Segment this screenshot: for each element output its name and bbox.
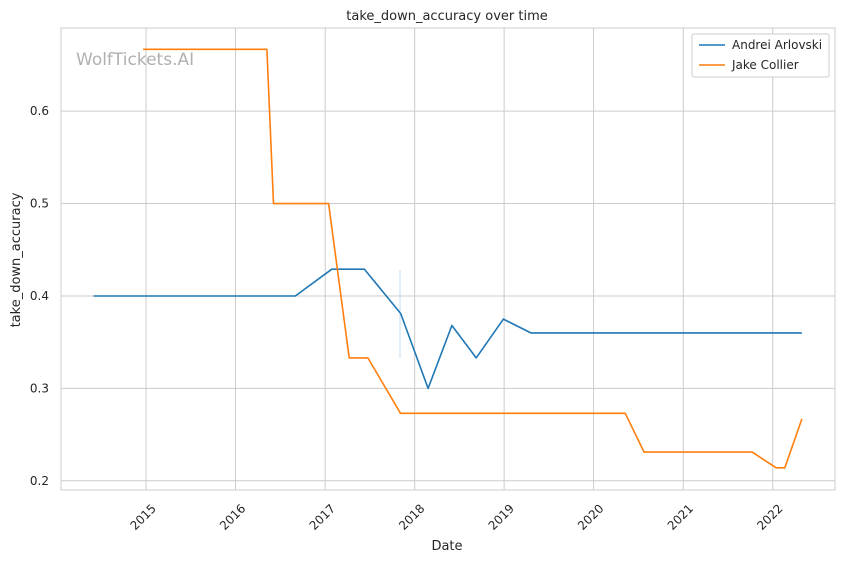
y-axis-label: take_down_accuracy — [9, 192, 24, 327]
watermark: WolfTickets.AI — [76, 50, 194, 70]
y-tick-label: 0.6 — [30, 104, 49, 118]
y-tick-label: 0.3 — [30, 381, 49, 395]
y-tick-label: 0.2 — [30, 474, 49, 488]
legend-label-andrei-arlovski: Andrei Arlovski — [732, 38, 822, 52]
y-tick-label: 0.5 — [30, 197, 49, 211]
y-tick-label: 0.4 — [30, 289, 49, 303]
series-line-andrei-arlovski — [93, 268, 802, 390]
series-layer — [93, 48, 803, 469]
legend-label-jake-collier: Jake Collier — [731, 58, 799, 72]
legend: Andrei Arlovski Jake Collier — [691, 33, 830, 78]
chart-title: take_down_accuracy over time — [346, 9, 547, 24]
x-gridlines — [145, 28, 774, 490]
plot-area-frame — [60, 27, 836, 491]
y-tick-labels: 0.2 0.3 0.4 0.5 0.6 — [30, 104, 49, 488]
legend-box — [691, 33, 830, 78]
x-axis-label: Date — [431, 539, 462, 554]
series-line-jake-collier — [143, 48, 803, 469]
